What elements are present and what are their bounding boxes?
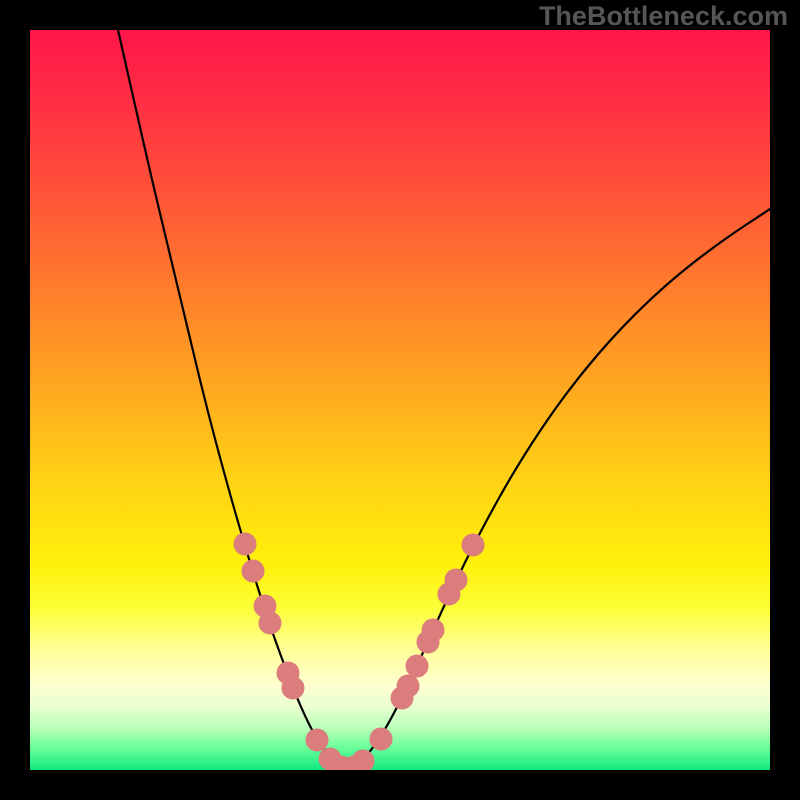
marker-right bbox=[397, 675, 419, 697]
marker-left bbox=[234, 533, 256, 555]
marker-right bbox=[445, 569, 467, 591]
curve-left bbox=[118, 30, 342, 767]
chart-svg bbox=[30, 30, 770, 770]
marker-right bbox=[406, 655, 428, 677]
marker-left bbox=[259, 612, 281, 634]
watermark-text: TheBottleneck.com bbox=[539, 1, 788, 32]
marker-left bbox=[306, 729, 328, 751]
marker-left bbox=[282, 677, 304, 699]
marker-right bbox=[422, 619, 444, 641]
marker-bottom bbox=[352, 750, 374, 770]
marker-left bbox=[242, 560, 264, 582]
marker-right bbox=[462, 534, 484, 556]
plot-area bbox=[30, 30, 770, 770]
marker-right bbox=[370, 728, 392, 750]
chart-frame: TheBottleneck.com bbox=[0, 0, 800, 800]
